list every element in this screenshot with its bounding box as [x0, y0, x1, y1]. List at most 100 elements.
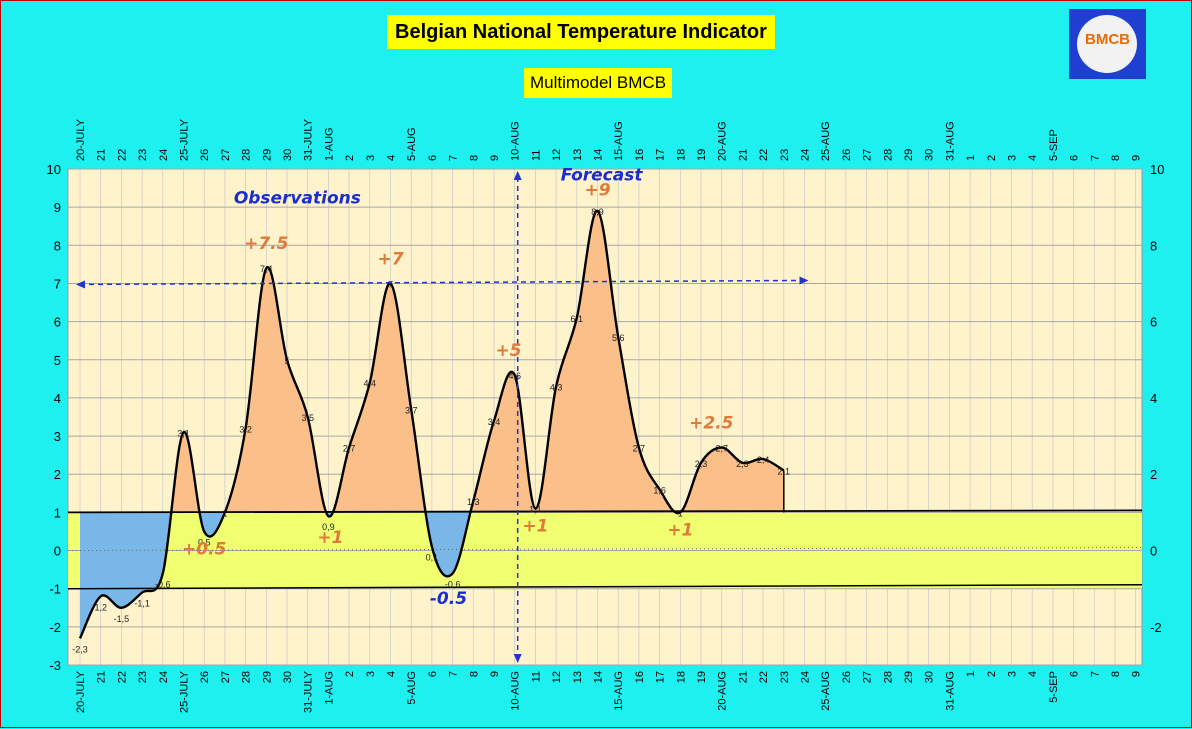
x-tick-label-top: 18 [675, 149, 687, 161]
y-tick-label-left: 8 [54, 238, 61, 253]
annotation-label: Forecast [561, 165, 644, 185]
forecast-arrow-up [513, 171, 522, 180]
y-tick-label-left: -3 [49, 658, 61, 673]
chart-subtitle: Multimodel BMCB [524, 68, 673, 98]
data-label: 3,2 [239, 424, 252, 434]
y-tick-label-left: 3 [54, 429, 61, 444]
y-tick-label-left: 0 [54, 544, 61, 559]
x-tick-label-top: 3 [1007, 155, 1019, 161]
x-tick-label-bottom: 12 [551, 671, 563, 683]
y-tick-label-right: 4 [1150, 391, 1157, 406]
data-label: 1,2 [94, 602, 107, 612]
x-tick-label-bottom: 22 [758, 671, 770, 683]
temperature-line [78, 209, 785, 639]
x-tick-label-bottom: 19 [696, 671, 708, 683]
x-tick-label-bottom: 13 [572, 671, 584, 683]
x-tick-label-top: 23 [137, 149, 149, 161]
x-tick-label-top: 19 [696, 149, 708, 161]
x-tick-label-top: 5-AUG [406, 127, 418, 161]
x-tick-label-top: 30 [282, 149, 294, 161]
x-tick-label-bottom: 21 [737, 671, 749, 683]
y-tick-label-left: -1 [49, 582, 61, 597]
chart-title: Belgian National Temperature Indicator [387, 15, 775, 49]
y-tick-label-left: 6 [54, 315, 61, 330]
data-label: 2,1 [778, 466, 791, 476]
x-tick-label-bottom: 1 [965, 671, 977, 677]
x-tick-label-bottom: 25-AUG [820, 671, 832, 711]
x-tick-label-top: 13 [572, 149, 584, 161]
y-tick-label-right: 0 [1150, 544, 1157, 559]
reference-line [79, 279, 805, 286]
x-tick-label-bottom: 30 [924, 671, 936, 683]
band-lower-line [67, 583, 1143, 590]
x-tick-label-top: 9 [1131, 155, 1143, 161]
x-tick-label-bottom: 27 [862, 671, 874, 683]
data-label: 1,3 [467, 497, 480, 507]
x-tick-label-bottom: 24 [800, 671, 812, 683]
x-tick-label-top: 4 [1027, 155, 1039, 161]
x-tick-label-bottom: 14 [593, 671, 605, 683]
x-tick-label-bottom: 5-AUG [406, 671, 418, 705]
x-tick-label-bottom: 4 [386, 671, 398, 677]
x-tick-label-bottom: 29 [261, 671, 273, 683]
x-tick-label-bottom: 9 [1131, 671, 1143, 677]
x-tick-label-bottom: 6 [1069, 671, 1081, 677]
data-label: 7,4 [260, 264, 273, 274]
x-tick-label-bottom: 7 [448, 671, 460, 677]
x-tick-label-top: 25-AUG [820, 121, 832, 161]
annotation-label: Observations [234, 188, 361, 208]
data-label: 3,4 [488, 417, 501, 427]
x-tick-label-bottom: 17 [655, 671, 667, 683]
x-tick-label-bottom: 3 [365, 671, 377, 677]
reference-arrow-right [799, 276, 809, 285]
annotation-label: +7.5 [244, 234, 288, 254]
y-tick-label-left: 1 [54, 505, 61, 520]
y-tick-label-right: 2 [1150, 467, 1157, 482]
x-tick-label-bottom: 23 [137, 671, 149, 683]
data-label: 2,3 [736, 459, 749, 469]
logo-circle [1077, 15, 1137, 73]
annotation-label: +7 [377, 249, 403, 269]
x-tick-label-bottom: 31-JULY [303, 670, 315, 713]
x-tick-label-top: 25-JULY [179, 118, 191, 161]
annotation-label: +1 [522, 516, 548, 536]
x-tick-label-top: 2 [986, 155, 998, 161]
x-tick-label-top: 26 [841, 149, 853, 161]
x-tick-label-bottom: 2 [344, 671, 356, 677]
data-label: 1 [678, 508, 683, 518]
x-tick-label-top: 15-AUG [613, 121, 625, 161]
x-tick-label-bottom: 2 [986, 671, 998, 677]
data-label: 5 [284, 356, 289, 366]
annotation-label: +5 [495, 341, 521, 361]
data-label: 5,6 [612, 333, 625, 343]
x-tick-label-bottom: 3 [1007, 671, 1019, 677]
x-tick-label-bottom: 10-AUG [510, 671, 522, 711]
x-tick-label-top: 7 [1089, 155, 1101, 161]
x-tick-label-bottom: 18 [675, 671, 687, 683]
y-tick-label-left: 10 [47, 162, 61, 177]
x-tick-label-bottom: 5-SEP [1048, 671, 1060, 703]
reference-arrow-left [76, 280, 85, 289]
y-tick-label-left: 7 [54, 276, 61, 291]
positive-area [171, 210, 784, 513]
x-tick-label-bottom: 21 [96, 671, 108, 683]
x-tick-label-bottom: 26 [841, 671, 853, 683]
x-tick-label-bottom: 22 [116, 671, 128, 683]
x-tick-label-bottom: 24 [158, 671, 170, 683]
data-label: 1 [222, 508, 227, 518]
x-tick-label-top: 7 [448, 155, 460, 161]
x-tick-label-top: 16 [634, 149, 646, 161]
x-tick-label-bottom: 25-JULY [179, 670, 191, 713]
x-tick-label-bottom: 8 [1110, 671, 1122, 677]
x-tick-label-top: 26 [199, 149, 211, 161]
x-tick-label-top: 1-AUG [323, 127, 335, 161]
x-tick-label-top: 9 [489, 155, 501, 161]
x-tick-label-top: 24 [158, 149, 170, 161]
negative-area [80, 512, 784, 639]
x-tick-label-bottom: 7 [1089, 671, 1101, 677]
data-label: 0,1 [426, 553, 439, 563]
x-tick-label-bottom: 23 [779, 671, 791, 683]
x-tick-label-top: 2 [344, 155, 356, 161]
band-upper-line [67, 509, 1143, 514]
